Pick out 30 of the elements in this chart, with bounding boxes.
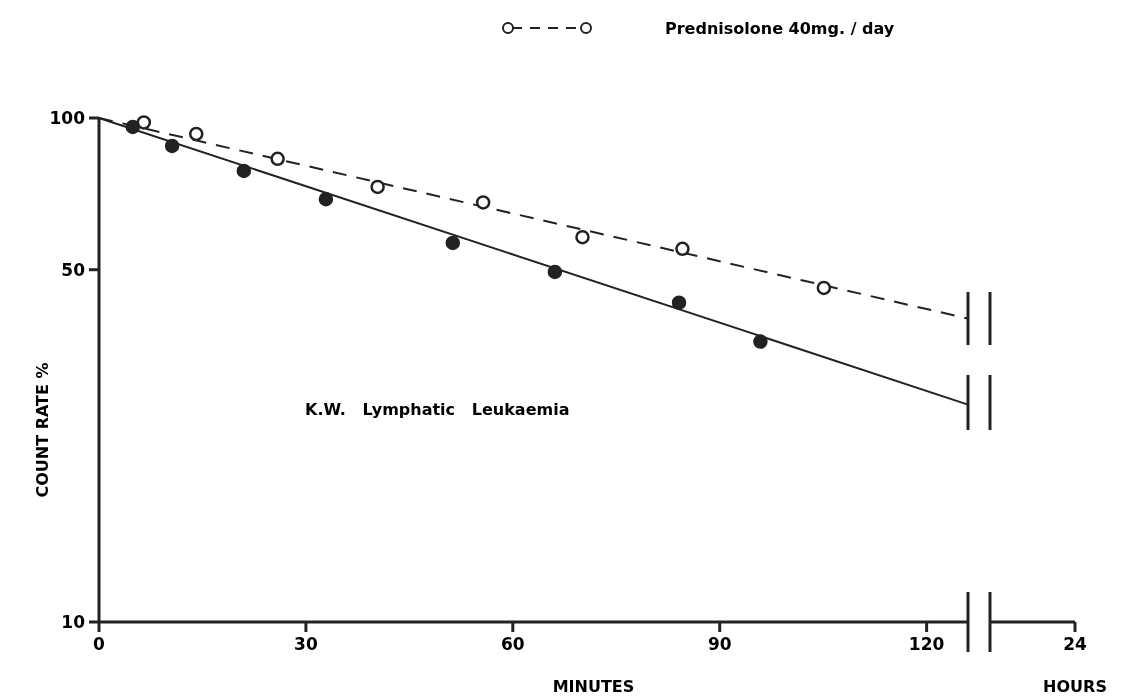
point: [136, 115, 152, 130]
x-tick-label: 30: [294, 634, 318, 654]
x-tick-label: 90: [707, 634, 732, 654]
x-tick-label: 0: [93, 634, 106, 654]
point: [816, 280, 832, 296]
y-tick-label: 50: [61, 259, 86, 280]
x-tick-label: 60: [500, 634, 525, 654]
text: Prednisolone 40mg. / day: [665, 18, 895, 38]
point: [575, 229, 590, 245]
point: [189, 126, 204, 142]
point: [675, 241, 690, 257]
point: [236, 163, 252, 179]
point: [318, 191, 334, 207]
y-tick-label: 100: [49, 107, 86, 128]
point: [445, 235, 461, 251]
point: [753, 334, 768, 349]
point: [125, 119, 141, 135]
point: [164, 138, 180, 154]
annotation: K.W. Lymphatic Leukaemia: [305, 400, 570, 419]
text: 24: [1063, 634, 1087, 654]
y-tick-label: 10: [61, 611, 86, 632]
point: [270, 151, 285, 167]
point: [547, 264, 563, 280]
x-tick-label: 120: [908, 634, 945, 654]
x-axis-title: MINUTES: [552, 677, 635, 696]
y-axis-title: COUNT RATE %: [33, 362, 52, 498]
text: HOURS: [1043, 677, 1107, 696]
point: [671, 295, 687, 310]
point: [370, 179, 385, 195]
point: [475, 195, 491, 210]
